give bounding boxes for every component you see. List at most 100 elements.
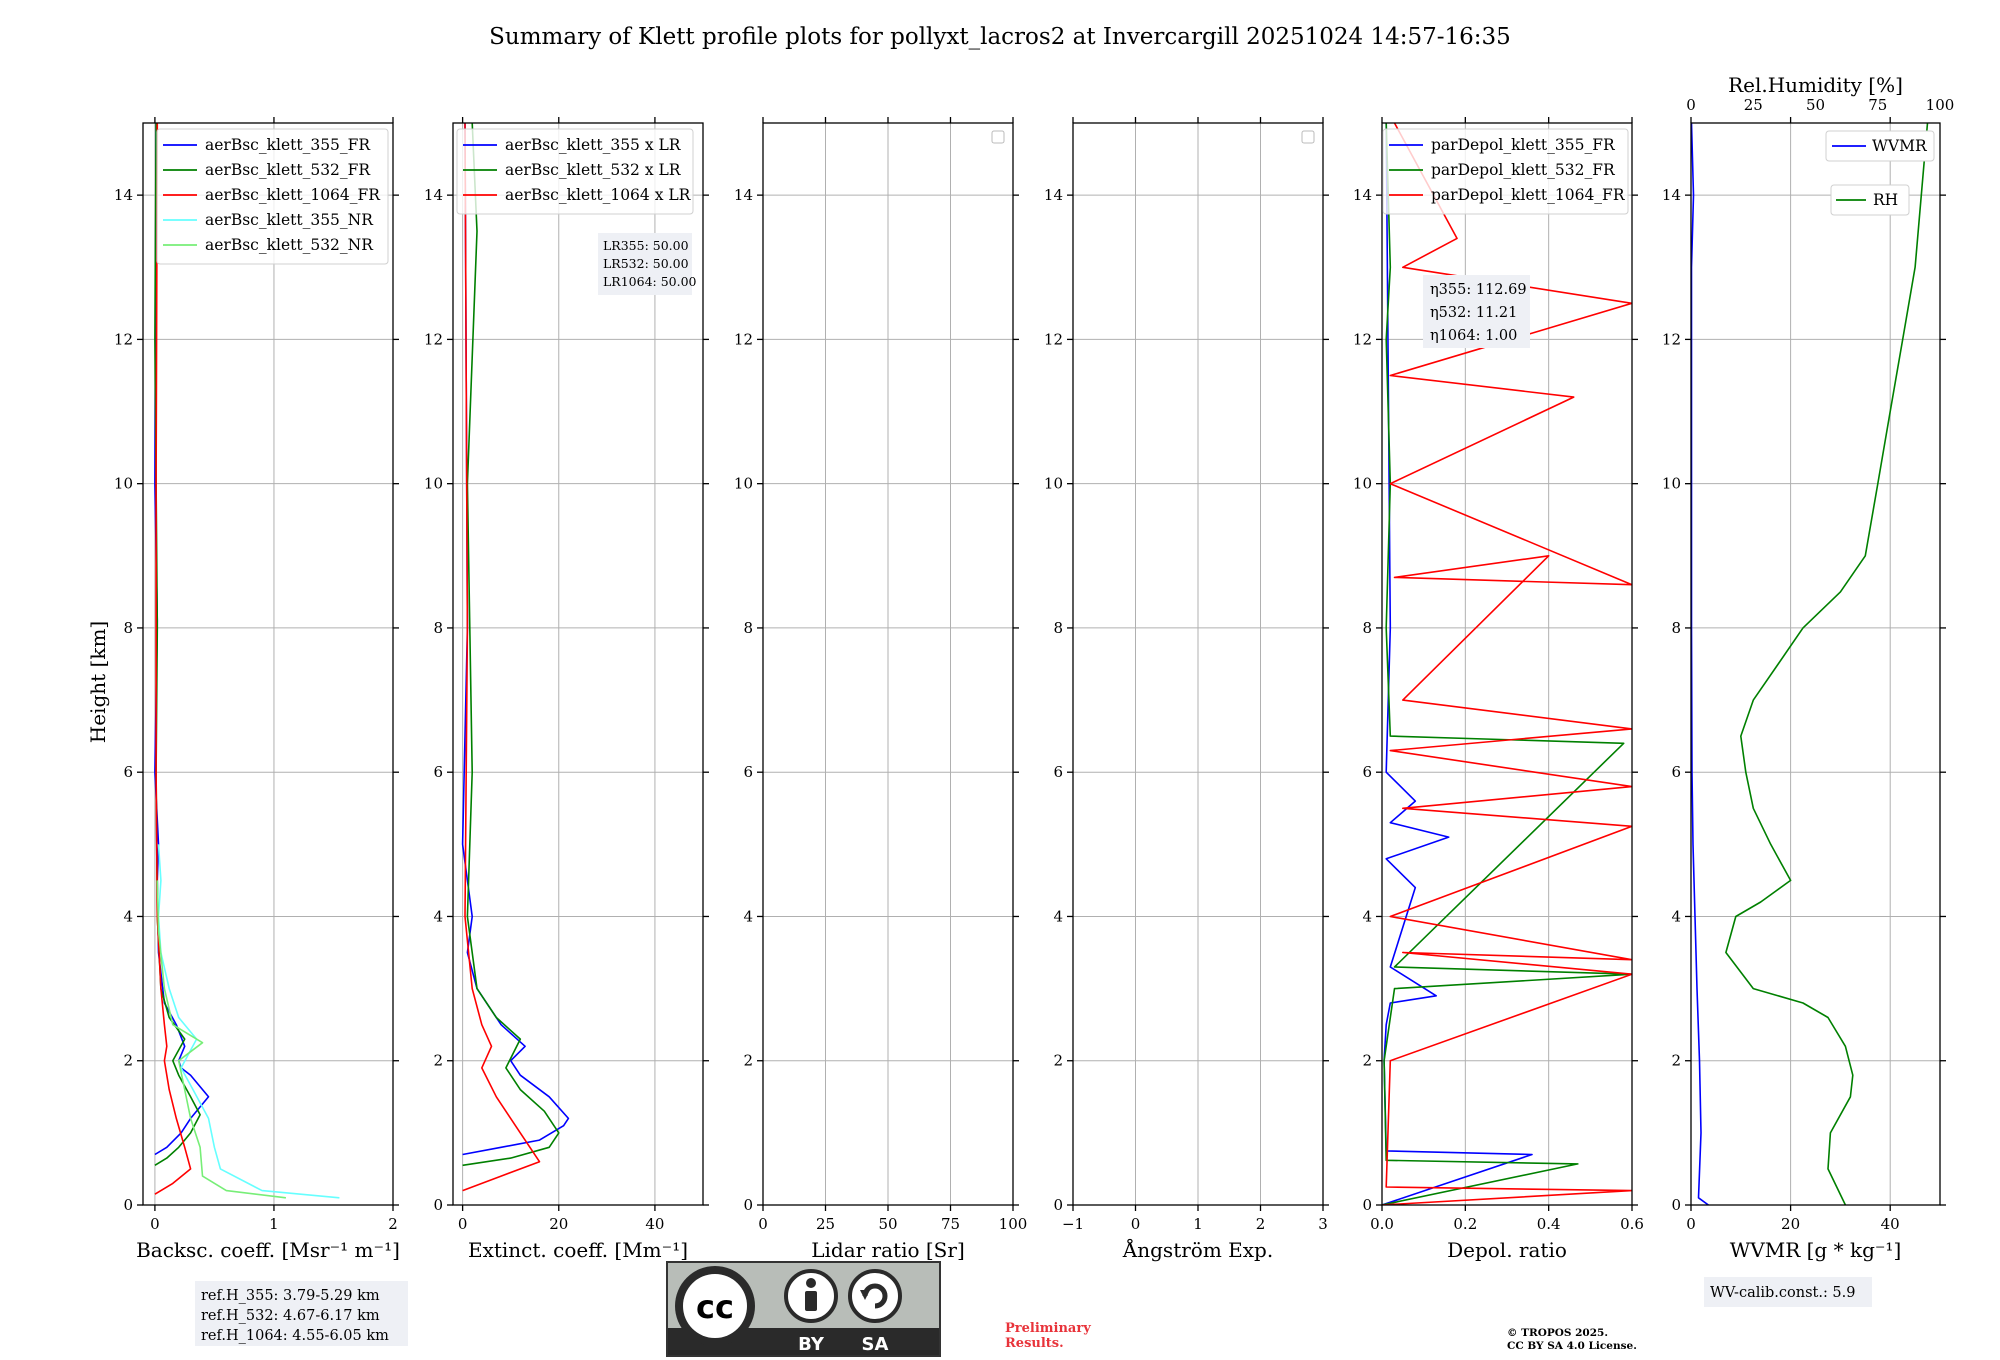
y-tick-label: 10: [734, 475, 753, 493]
panel-3: 0 25 50 75 100 0 2 4 6 8 10 12 14 Lidar ratio [Sr]: [734, 117, 1027, 1262]
legend-wvmr: WVMR: [1825, 130, 1935, 162]
y-tick-label: 2: [123, 1052, 133, 1070]
y-tick-label: 6: [433, 763, 443, 781]
x-tick-label: 0: [1131, 1215, 1141, 1233]
license-sa-label: SA: [862, 1334, 889, 1355]
series-line-aerBsc_klett_355_FR: [154, 123, 210, 1156]
y-tick-label: 14: [1662, 186, 1681, 204]
y-tick-label: 14: [734, 186, 753, 204]
legend-entry: aerBsc_klett_532 x LR: [505, 161, 682, 179]
series-line-aerBsc_klett_355 x LR: [461, 123, 570, 1156]
axes-frame: [1381, 122, 1633, 1206]
x-axis-label: WVMR [g * kg⁻¹]: [1730, 1238, 1902, 1262]
legend-entry: parDepol_klett_1064_FR: [1431, 186, 1626, 204]
eta-line: η1064: 1.00: [1430, 328, 1517, 344]
legend: aerBsc_klett_355 x LR aerBsc_klett_532 x …: [456, 128, 694, 215]
y-tick-label: 6: [123, 763, 133, 781]
y-tick-label: 8: [1671, 619, 1681, 637]
lidar-ratio-box: LR355: 50.00 LR532: 50.00 LR1064: 50.00: [598, 233, 697, 295]
legend-entry: parDepol_klett_532_FR: [1431, 161, 1616, 179]
legend-entry: WVMR: [1872, 137, 1928, 155]
y-tick-label: 4: [1671, 907, 1681, 925]
panel-2: 0 20 40 0 2 4 6 8 10 12 14 Extinct. coeff. [Mm⁻¹] ae…: [424, 117, 709, 1262]
y-tick-label: 10: [1353, 475, 1372, 493]
by-body-icon: [805, 1291, 817, 1311]
y-tick-label: 0: [1671, 1196, 1681, 1214]
y-tick-label: 0: [1053, 1196, 1063, 1214]
empty-legend-box: [991, 130, 1005, 144]
y-tick-label: 12: [1353, 330, 1372, 348]
y-tick-label: 8: [433, 619, 443, 637]
x-tick-label: 0: [1686, 1215, 1696, 1233]
series-line-parDepol_klett_532_FR: [1382, 123, 1632, 1205]
x-tick-label: 3: [1318, 1215, 1328, 1233]
legend-entry: aerBsc_klett_355_NR: [205, 211, 374, 229]
axes-frame: [762, 122, 1014, 1206]
x-tick-label: 1: [269, 1215, 279, 1233]
ref-line-1064: ref.H_1064: 4.55-6.05 km: [201, 1328, 389, 1344]
x-tick-label: 40: [1881, 1215, 1900, 1233]
series-group: [154, 123, 340, 1199]
lr-line: LR532: 50.00: [603, 256, 689, 271]
eta-box: η355: 112.69 η532: 11.21 η1064: 1.00: [1423, 275, 1530, 348]
legend-entry: aerBsc_klett_532_NR: [205, 236, 374, 254]
y-tick-label: 6: [1362, 763, 1372, 781]
ref-line-532: ref.H_532: 4.67-6.17 km: [201, 1308, 380, 1324]
y-tick-label: 4: [1053, 907, 1063, 925]
series-line-RH: [1725, 123, 1929, 1205]
ref-height-box: ref.H_355: 3.79-5.29 km ref.H_532: 4.67-…: [195, 1281, 408, 1346]
y-tick-label: 10: [424, 475, 443, 493]
y-tick-label: 2: [1053, 1052, 1063, 1070]
series-line-WVMR: [1691, 123, 1709, 1205]
legend-box: [456, 128, 694, 215]
top-tick-label: 25: [1744, 96, 1763, 114]
x-tick-label: 0.0: [1370, 1215, 1394, 1233]
lr-box-bg: [598, 233, 692, 295]
x-axis-label: Lidar ratio [Sr]: [811, 1238, 965, 1262]
y-tick-label: 14: [114, 186, 133, 204]
series-line-aerBsc_klett_1064_FR: [154, 123, 192, 1195]
sa-share-icon: [848, 1269, 902, 1323]
top-tick-label: 50: [1806, 96, 1825, 114]
legend-entry: aerBsc_klett_355_FR: [205, 136, 371, 154]
x-axis-label: Ångström Exp.: [1122, 1237, 1273, 1262]
y-tick-label: 12: [1662, 330, 1681, 348]
legend-rh-box: [1830, 184, 1910, 216]
x-tick-label: 0: [758, 1215, 768, 1233]
y-tick-label: 4: [123, 907, 133, 925]
y-tick-label: 4: [1362, 907, 1372, 925]
legend: aerBsc_klett_355_FR aerBsc_klett_532_FRae…: [156, 128, 389, 265]
lr-line: LR1064: 50.00: [603, 274, 697, 289]
y-tick-label: 0: [123, 1196, 133, 1214]
cc-license-logo: cc BY SA: [666, 1261, 941, 1357]
series-group: [461, 123, 570, 1192]
x-tick-label: 20: [1781, 1215, 1800, 1233]
y-tick-label: 14: [424, 186, 443, 204]
x-tick-label: 25: [816, 1215, 835, 1233]
y-tick-label: 6: [1671, 763, 1681, 781]
y-tick-label: 12: [1044, 330, 1063, 348]
y-tick-label: 12: [734, 330, 753, 348]
x-tick-label: 2: [1256, 1215, 1266, 1233]
x-axis-label: Backsc. coeff. [Msr⁻¹ m⁻¹]: [136, 1238, 400, 1262]
y-tick-label: 12: [114, 330, 133, 348]
x-tick-label: 1: [1193, 1215, 1203, 1233]
wv-calib-box: WV-calib.const.: 5.9: [1704, 1277, 1872, 1307]
series-line-parDepol_klett_1064_FR: [1382, 123, 1632, 1205]
y-tick-label: 8: [123, 619, 133, 637]
y-tick-label: 10: [114, 475, 133, 493]
legend-wvmr-box: [1825, 130, 1935, 162]
cc-glyph-icon: cc: [696, 1288, 734, 1326]
top-axis-label: Rel.Humidity [%]: [1728, 73, 1903, 97]
x-axis-label: Depol. ratio: [1447, 1238, 1567, 1262]
ref-box-bg: [195, 1281, 408, 1346]
y-tick-label: 10: [1662, 475, 1681, 493]
y-tick-label: 2: [743, 1052, 753, 1070]
top-tick-label: 0: [1686, 96, 1696, 114]
x-axis-label: Extinct. coeff. [Mm⁻¹]: [468, 1238, 688, 1262]
y-tick-label: 14: [1044, 186, 1063, 204]
legend-entry: RH: [1873, 191, 1898, 209]
legend-entry: aerBsc_klett_1064_FR: [205, 186, 381, 204]
